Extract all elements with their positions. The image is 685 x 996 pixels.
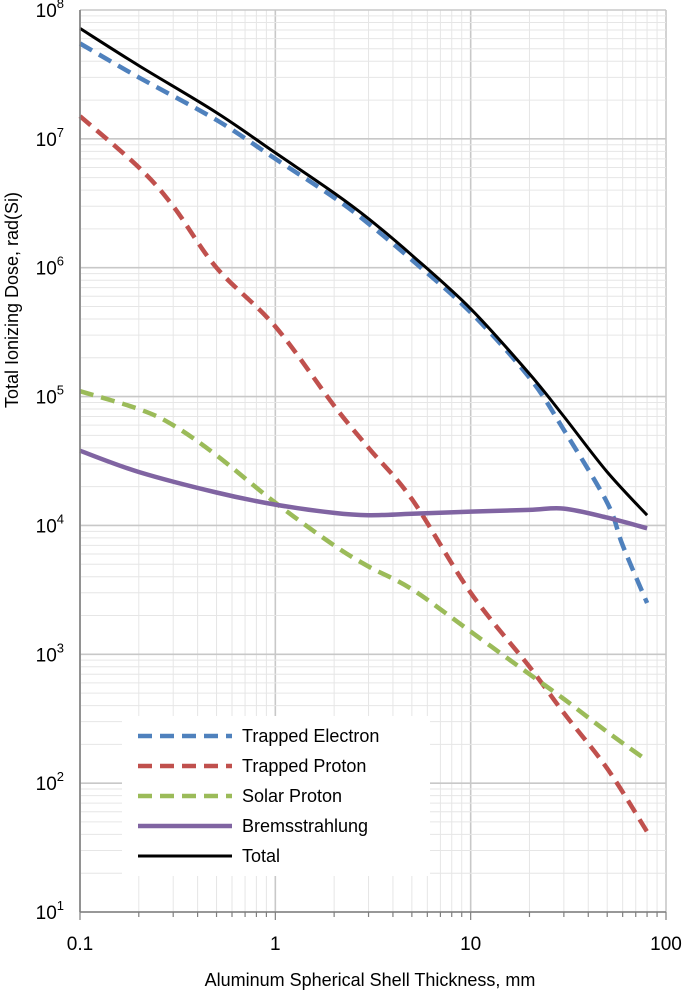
legend: Trapped Electron Trapped Proton Solar Prot… [122,716,430,876]
y-tick-label: 102 [36,769,64,795]
y-tick-label: 105 [36,383,64,409]
x-tick-label: 1 [270,934,281,955]
series-line-trapped-electron [78,41,650,604]
grid [79,9,667,913]
legend-label: Trapped Electron [242,726,379,746]
y-tick-label: 108 [36,0,64,22]
series-line-trapped-proton [78,114,649,833]
axes [79,10,667,920]
y-tick-label: 106 [36,254,64,280]
x-tick-label: 10 [460,934,481,955]
series-group [78,27,650,833]
series-line-solar-proton [79,389,649,763]
x-axis-label: Aluminum Spherical Shell Thickness, mm [205,970,536,990]
x-tick-label: 0.1 [67,934,93,955]
y-tick-label: 101 [36,898,64,924]
y-tick-label: 107 [36,125,64,151]
x-tick-label: 100 [650,934,682,955]
y-tick-label: 103 [36,640,64,666]
series-line-bremsstrahlung [79,448,648,531]
legend-label: Solar Proton [242,786,342,806]
legend-label: Total [242,846,280,866]
series-line-total [79,27,649,517]
legend-label: Bremsstrahlung [242,816,368,836]
y-axis-label: Total Ionizing Dose, rad(Si) [2,192,22,408]
legend-label: Trapped Proton [242,756,366,776]
ticks: 0.1 1 10 100 101 102 103 104 105 106 107 108 [36,0,682,955]
y-tick-label: 104 [36,511,64,537]
